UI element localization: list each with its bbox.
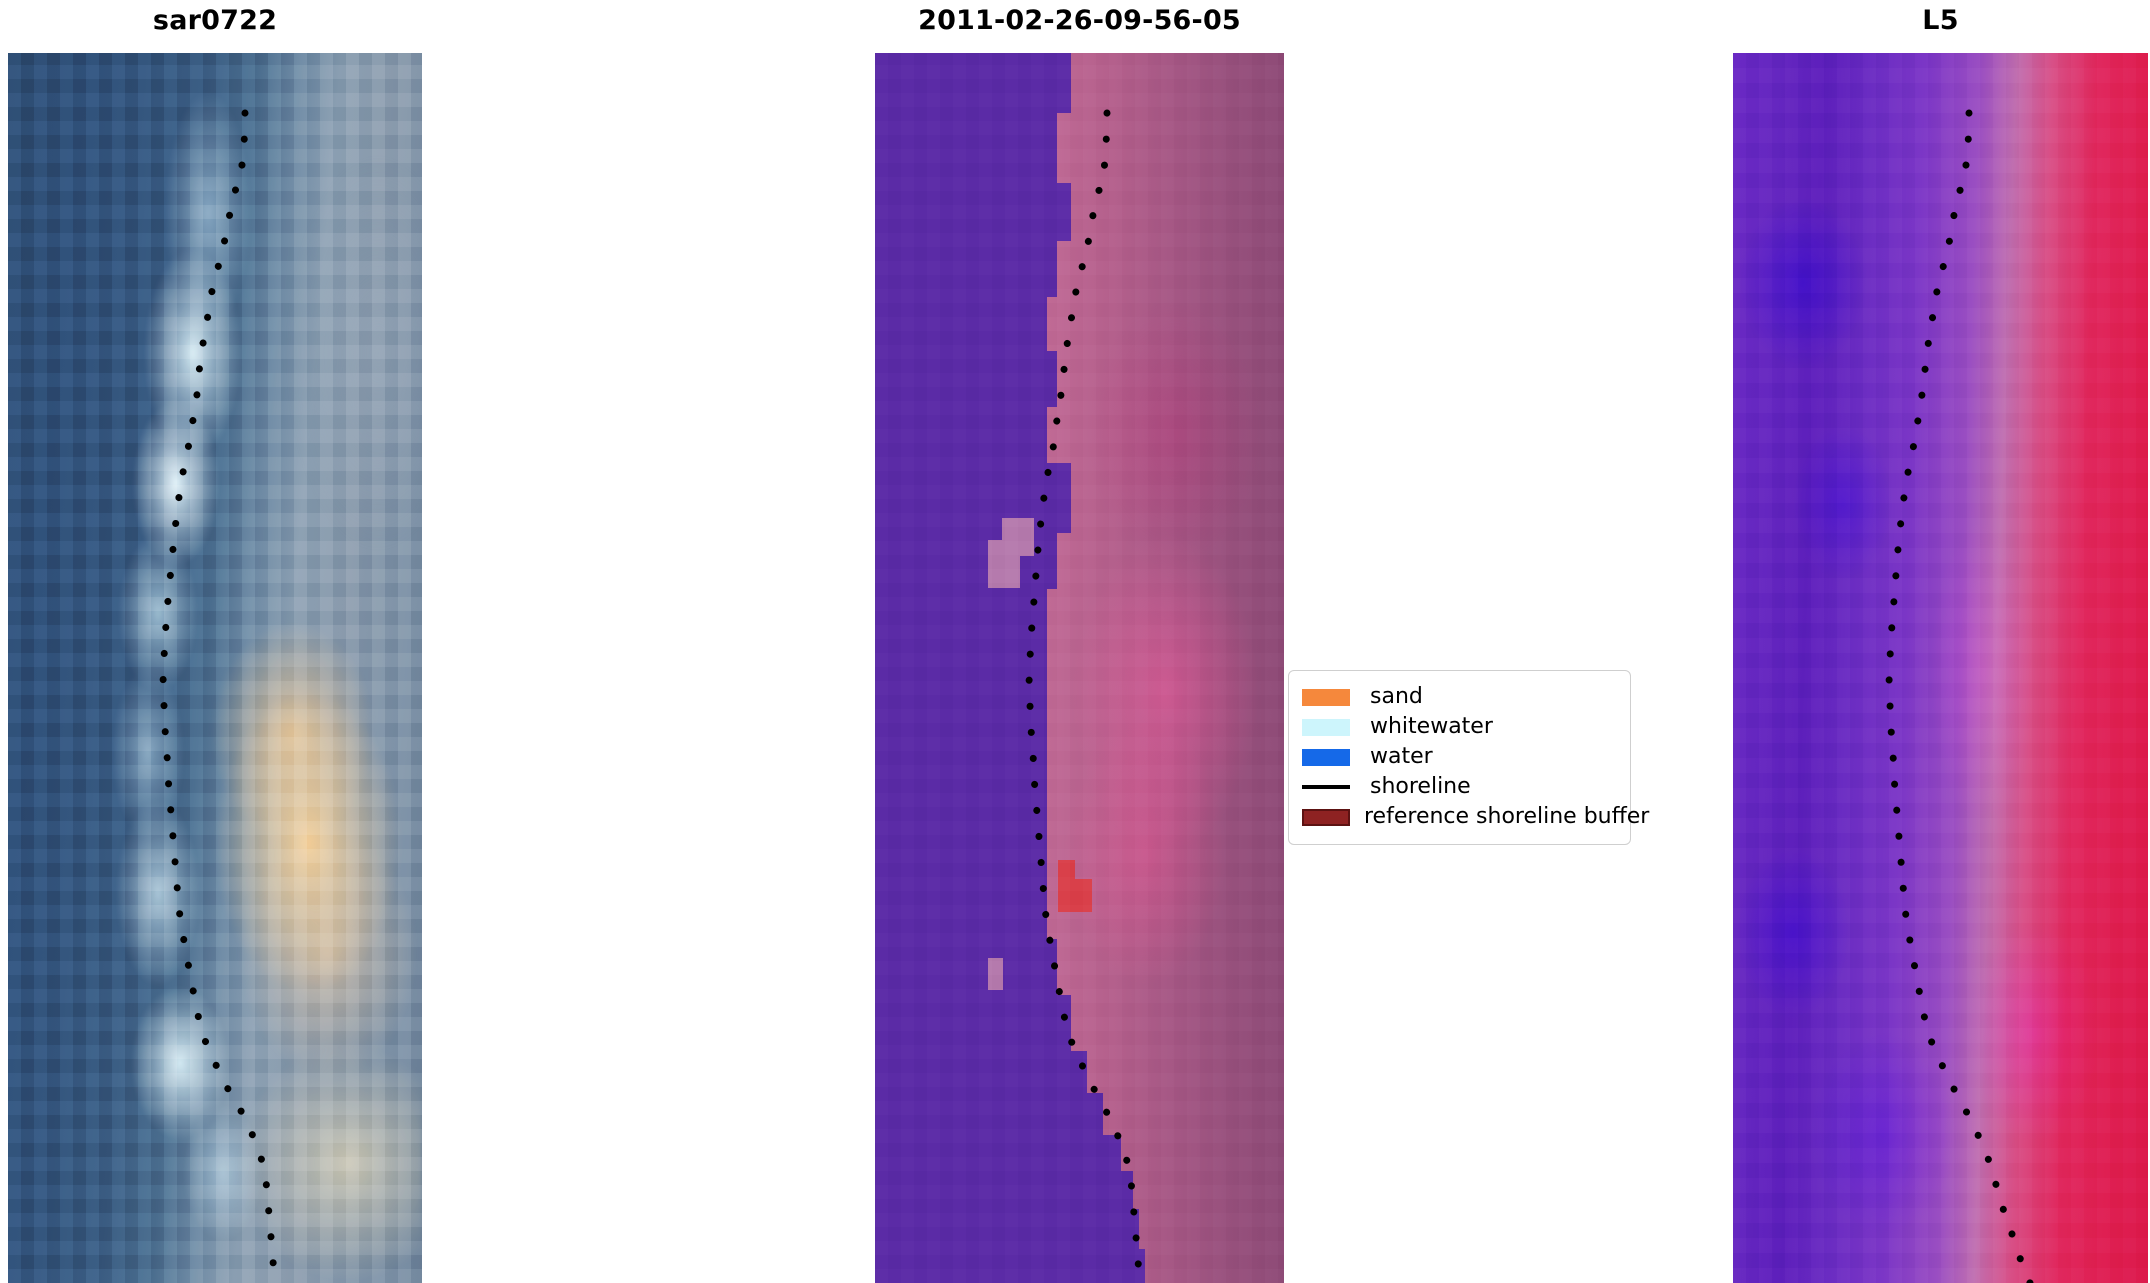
- legend-label-sand: sand: [1370, 684, 1423, 709]
- boundary-step-block: [875, 939, 1057, 995]
- red-anomaly-patch: [1058, 879, 1092, 912]
- legend-item-sand[interactable]: sand: [1302, 682, 1617, 712]
- index-pixel-overlay: [1733, 53, 2148, 1283]
- boundary-step-block: [875, 1051, 1087, 1093]
- boundary-step-block: [875, 729, 1035, 799]
- boundary-step-block: [875, 1093, 1103, 1135]
- boundary-step-block: [875, 995, 1071, 1051]
- whitewater-color-swatch: [1302, 718, 1350, 736]
- boundary-step-block: [875, 407, 1045, 463]
- water-color-swatch: [1302, 748, 1350, 766]
- legend-swatch-wrap: [1302, 718, 1356, 736]
- shoreline-dotted-path: [159, 109, 280, 1283]
- boundary-step-block: [875, 1171, 1133, 1209]
- legend-label-reference-buffer: reference shoreline buffer: [1364, 804, 1650, 829]
- shoreline-line-swatch: [1302, 785, 1350, 789]
- legend-swatch-wrap: [1302, 808, 1350, 826]
- legend-label-whitewater: whitewater: [1370, 714, 1493, 739]
- panel-title-sar0722: sar0722: [152, 5, 278, 36]
- boundary-step-block: [875, 869, 1047, 939]
- boundary-step-block: [875, 799, 1041, 869]
- pixel-grain-overlay: [8, 53, 422, 1283]
- legend-label-shoreline: shoreline: [1370, 774, 1471, 799]
- legend-swatch-wrap: [1302, 785, 1356, 789]
- legend-swatch-wrap: [1302, 748, 1356, 766]
- legend-swatch-wrap: [1302, 688, 1356, 706]
- shoreline-overlay-panel-3: [1885, 109, 2034, 1283]
- legend-box[interactable]: sand whitewater water shoreline referenc: [1288, 670, 1649, 845]
- boundary-step-block: [875, 1249, 1145, 1283]
- legend-item-reference-buffer[interactable]: reference shoreline buffer: [1302, 802, 1649, 832]
- shoreline-overlay-panel-1: [159, 109, 280, 1283]
- boundary-step-block: [875, 183, 1071, 241]
- panel-title-timestamp: 2011-02-26-09-56-05: [918, 5, 1241, 36]
- boundary-step-block: [875, 659, 1031, 729]
- misclassified-patch: [988, 958, 1003, 990]
- legend-label-water: water: [1370, 744, 1433, 769]
- image-panel-sar0722[interactable]: [8, 53, 422, 1283]
- misclassified-patch: [988, 540, 1020, 588]
- index-panel-l5[interactable]: [1733, 53, 2148, 1283]
- sand-beach-layer: [8, 53, 422, 1283]
- index-mottle-layer: [1733, 53, 2148, 1283]
- boundary-step-block: [875, 589, 1045, 659]
- shoreline-dotted-path: [1885, 109, 2034, 1283]
- shoreline-dotted-path: [1025, 109, 1145, 1283]
- boundary-step-block: [875, 297, 1045, 351]
- panel-title-l5: L5: [1922, 5, 1959, 36]
- legend-item-water[interactable]: water: [1302, 742, 1617, 772]
- reference-buffer-color-swatch: [1302, 808, 1350, 826]
- legend-item-whitewater[interactable]: whitewater: [1302, 712, 1617, 742]
- shoreline-overlay-panel-2: [1025, 109, 1145, 1283]
- boundary-step-block: [875, 463, 1071, 533]
- boundary-step-block: [875, 241, 1057, 297]
- boundary-step-block: [875, 1135, 1121, 1171]
- sand-color-swatch: [1302, 688, 1350, 706]
- boundary-step-block: [875, 1209, 1139, 1249]
- pixelation-overlay: [8, 53, 422, 1283]
- classification-pixel-overlay: [875, 53, 1284, 1283]
- boundary-step-block: [875, 53, 1071, 113]
- classification-panel-timestamp[interactable]: [875, 53, 1284, 1283]
- legend-item-shoreline[interactable]: shoreline: [1302, 772, 1617, 802]
- boundary-step-block: [875, 113, 1057, 183]
- boundary-step-block: [875, 351, 1057, 407]
